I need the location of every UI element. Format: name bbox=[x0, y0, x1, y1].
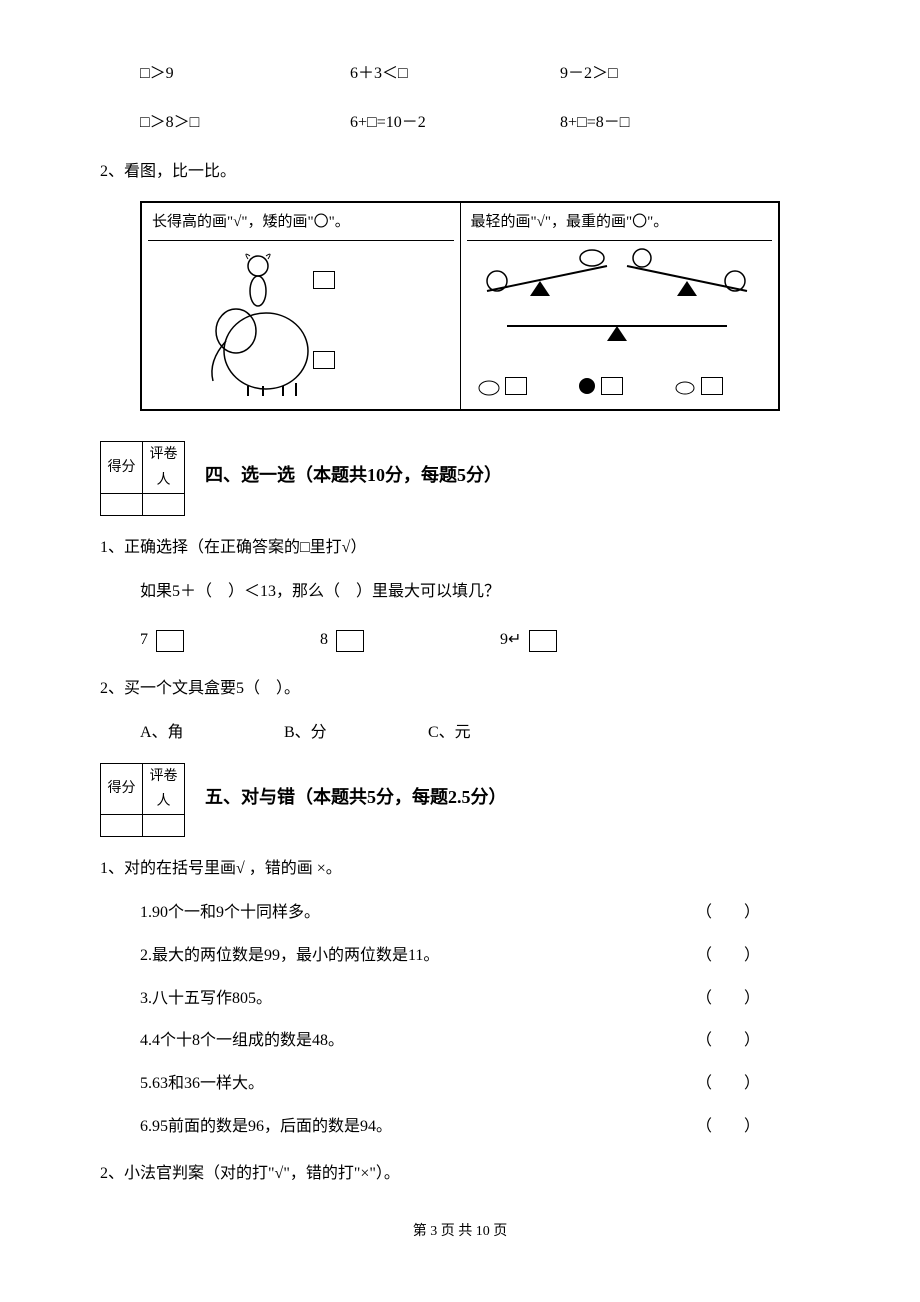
tf-item-4: 4.4个十8个一组成的数是48。 （ ） bbox=[100, 1027, 820, 1056]
score-cell-2-5[interactable] bbox=[143, 815, 185, 837]
abc-b: B、分 bbox=[284, 719, 424, 748]
score-table-4: 得分 评卷人 bbox=[100, 441, 185, 515]
answer-box-elephant-2[interactable] bbox=[505, 377, 527, 395]
abc-c: C、元 bbox=[428, 719, 568, 748]
score-h2-5: 评卷人 bbox=[143, 763, 185, 814]
balance-item-3 bbox=[673, 376, 723, 396]
score-h1-5: 得分 bbox=[101, 763, 143, 814]
s4-q1-text: 如果5＋（ ）＜13，那么（ ）里最大可以填几？ bbox=[100, 578, 820, 607]
expr-1-3: 9－2＞□ bbox=[560, 60, 770, 89]
s5-q2: 2、小法官判案（对的打"√"，错的打"×"）。 bbox=[100, 1160, 820, 1189]
score-cell-2[interactable] bbox=[143, 493, 185, 515]
question-2-label: 2、看图，比一比。 bbox=[100, 158, 820, 187]
tf-item-5: 5.63和36一样大。 （ ） bbox=[100, 1070, 820, 1099]
s5-q1: 1、对的在括号里画√ ，错的画 ×。 bbox=[100, 855, 820, 884]
image-panels: 长得高的画"√"，矮的画"〇"。 最轻的画"√"，最重的画"〇"。 bbox=[140, 201, 780, 411]
tf-text-5: 5.63和36一样大。 bbox=[140, 1070, 264, 1099]
s4-choice-row: 7 8 9↵ bbox=[100, 626, 820, 655]
expression-row-2: □＞8＞□ 6+□=10－2 8+□=8－□ bbox=[100, 109, 820, 138]
choice-7: 7 bbox=[140, 626, 320, 655]
expression-row-1: □＞9 6＋3＜□ 9－2＞□ bbox=[100, 60, 820, 89]
tf-paren-2[interactable]: （ ） bbox=[696, 942, 760, 971]
score-cell-1-5[interactable] bbox=[101, 815, 143, 837]
expr-2-1: □＞8＞□ bbox=[140, 109, 350, 138]
score-table-5: 得分 评卷人 bbox=[100, 763, 185, 837]
section-4-heading: 四、选一选（本题共10分，每题5分） bbox=[205, 459, 502, 491]
balance-answer-row bbox=[477, 376, 723, 396]
tf-text-2: 2.最大的两位数是99，最小的两位数是11。 bbox=[140, 942, 439, 971]
tf-paren-6[interactable]: （ ） bbox=[696, 1113, 760, 1142]
choice-7-label: 7 bbox=[140, 626, 148, 655]
answer-box-monkey[interactable] bbox=[313, 271, 335, 289]
tf-list: 1.90个一和9个十同样多。 （ ） 2.最大的两位数是99，最小的两位数是11… bbox=[100, 899, 820, 1142]
section-4-header: 得分 评卷人 四、选一选（本题共10分，每题5分） bbox=[100, 441, 820, 515]
panel-light-heavy: 最轻的画"√"，最重的画"〇"。 bbox=[461, 203, 779, 409]
answer-box-duck[interactable] bbox=[701, 377, 723, 395]
score-h2: 评卷人 bbox=[143, 442, 185, 493]
s4-q2: 2、买一个文具盒要5（ ）。 bbox=[100, 675, 820, 704]
tf-text-4: 4.4个十8个一组成的数是48。 bbox=[140, 1027, 344, 1056]
page-footer: 第 3 页 共 10 页 bbox=[100, 1219, 820, 1244]
choice-9-label: 9↵ bbox=[500, 626, 521, 655]
s4-abc-row: A、角 B、分 C、元 bbox=[100, 719, 820, 748]
tf-paren-3[interactable]: （ ） bbox=[696, 985, 760, 1014]
score-cell-1[interactable] bbox=[101, 493, 143, 515]
panel-1-title: 长得高的画"√"，矮的画"〇"。 bbox=[148, 209, 454, 241]
tf-paren-5[interactable]: （ ） bbox=[696, 1070, 760, 1099]
tf-paren-1[interactable]: （ ） bbox=[696, 899, 760, 928]
balance-item-1 bbox=[477, 376, 527, 396]
choice-8-box[interactable] bbox=[336, 630, 364, 652]
tf-item-1: 1.90个一和9个十同样多。 （ ） bbox=[100, 899, 820, 928]
tf-text-1: 1.90个一和9个十同样多。 bbox=[140, 899, 320, 928]
section-5-header: 得分 评卷人 五、对与错（本题共5分，每题2.5分） bbox=[100, 763, 820, 837]
choice-9-box[interactable] bbox=[529, 630, 557, 652]
expr-2-2: 6+□=10－2 bbox=[350, 109, 560, 138]
expr-2-3: 8+□=8－□ bbox=[560, 109, 770, 138]
choice-9: 9↵ bbox=[500, 626, 680, 655]
monkey-elephant-icon bbox=[188, 251, 318, 396]
elephant-icon bbox=[477, 376, 501, 396]
section-5-heading: 五、对与错（本题共5分，每题2.5分） bbox=[205, 781, 507, 813]
panel-1-content bbox=[148, 241, 454, 401]
balance-item-2 bbox=[577, 376, 623, 396]
bear-icon bbox=[577, 376, 597, 396]
panel-tall-short: 长得高的画"√"，矮的画"〇"。 bbox=[142, 203, 461, 409]
choice-8: 8 bbox=[320, 626, 500, 655]
score-h1: 得分 bbox=[101, 442, 143, 493]
answer-box-elephant[interactable] bbox=[313, 351, 335, 369]
expr-1-2: 6＋3＜□ bbox=[350, 60, 560, 89]
answer-box-bear[interactable] bbox=[601, 377, 623, 395]
expr-1-1: □＞9 bbox=[140, 60, 350, 89]
s4-q1: 1、正确选择（在正确答案的□里打√） bbox=[100, 534, 820, 563]
duck-icon bbox=[673, 376, 697, 396]
choice-7-box[interactable] bbox=[156, 630, 184, 652]
tf-item-2: 2.最大的两位数是99，最小的两位数是11。 （ ） bbox=[100, 942, 820, 971]
abc-a: A、角 bbox=[140, 719, 280, 748]
panel-2-title: 最轻的画"√"，最重的画"〇"。 bbox=[467, 209, 773, 241]
tf-item-3: 3.八十五写作805。 （ ） bbox=[100, 985, 820, 1014]
tf-paren-4[interactable]: （ ） bbox=[696, 1027, 760, 1056]
tf-item-6: 6.95前面的数是96，后面的数是94。 （ ） bbox=[100, 1113, 820, 1142]
choice-8-label: 8 bbox=[320, 626, 328, 655]
seesaw-2-icon bbox=[477, 296, 757, 346]
tf-text-6: 6.95前面的数是96，后面的数是94。 bbox=[140, 1113, 392, 1142]
tf-text-3: 3.八十五写作805。 bbox=[140, 985, 272, 1014]
panel-2-content bbox=[467, 241, 773, 401]
